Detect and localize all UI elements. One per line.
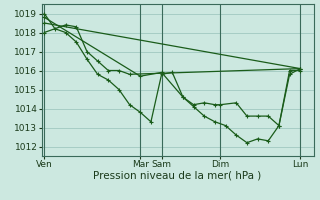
X-axis label: Pression niveau de la mer( hPa ): Pression niveau de la mer( hPa ) <box>93 171 262 181</box>
